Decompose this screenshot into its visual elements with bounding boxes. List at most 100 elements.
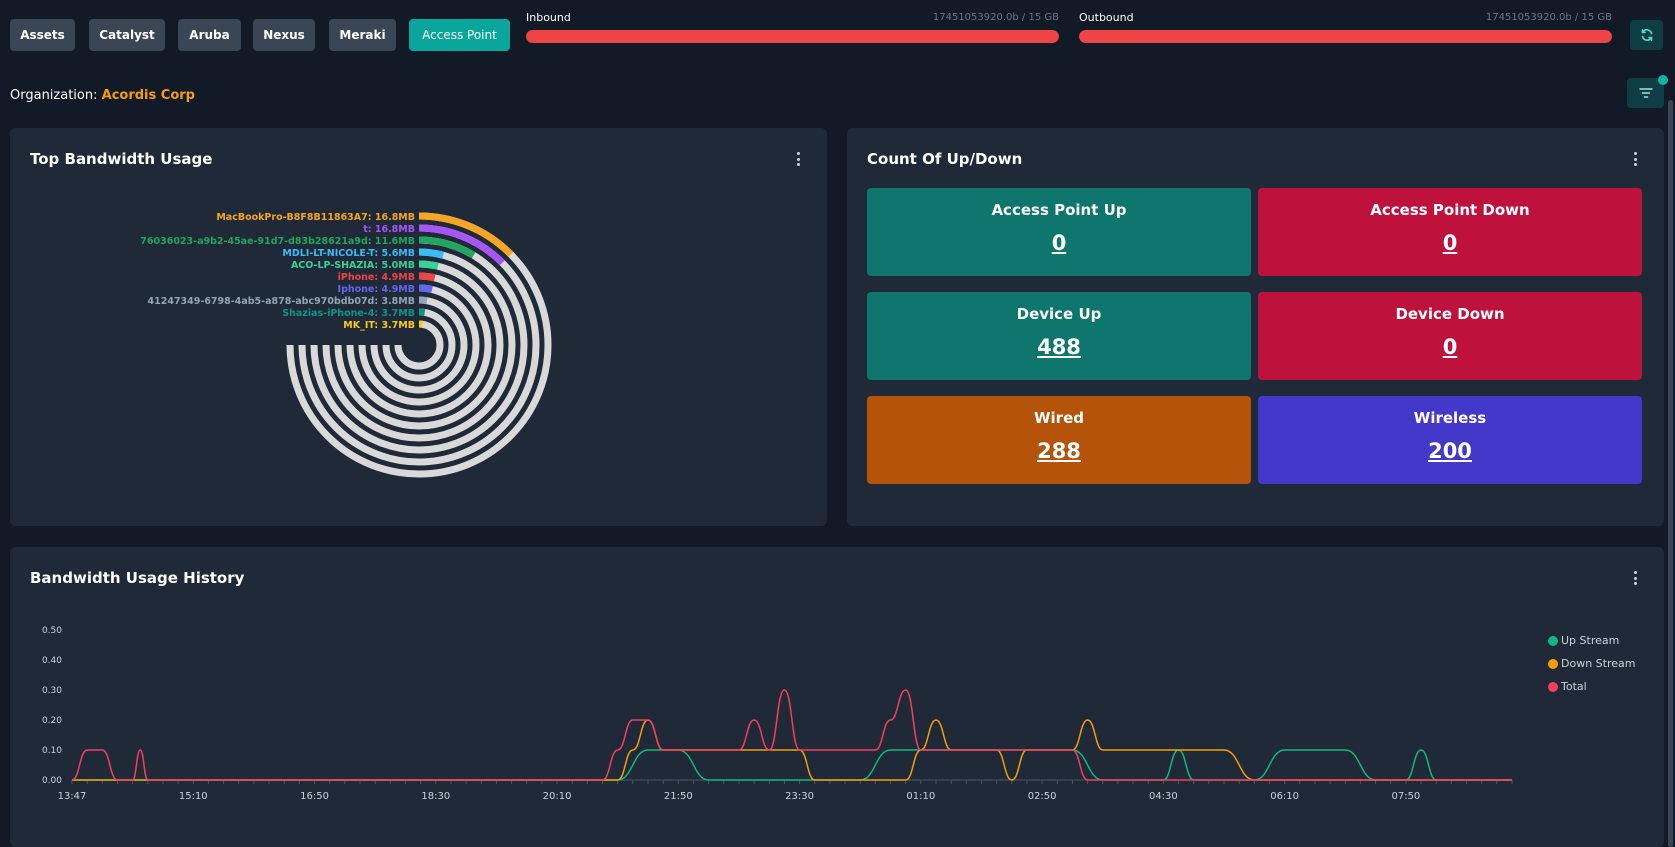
series-line-up-stream [72,749,1512,781]
organization-label: Organization: [10,88,98,103]
y-tick-label: 0.00 [42,776,62,786]
radial-bar[interactable] [418,260,439,270]
radial-bar-label: Shazias-iPhone-4: 3.7MB [282,308,415,319]
radial-track [334,260,504,430]
radial-bar[interactable] [418,212,514,257]
organization: Organization: Acordis Corp [10,88,195,103]
updown-card: Count Of Up/Down Access Point Up 0 Access … [847,128,1664,526]
radial-bar-label: MK_IT: 3.7MB [343,320,415,331]
radial-bar[interactable] [418,236,476,259]
tab-aruba[interactable]: Aruba [178,19,241,51]
legend-label: Down Stream [1561,657,1636,670]
tile-wired: Wired 288 [867,396,1251,484]
tab-nexus[interactable]: Nexus [253,19,315,51]
inbound-value: 17451053920.0b / 15 GB [932,12,1059,23]
tile-access-point-up: Access Point Up 0 [867,188,1251,276]
tile-device-down: Device Down 0 [1258,292,1642,380]
organization-name: Acordis Corp [101,88,195,103]
radial-bar[interactable] [418,224,505,266]
radial-bar[interactable] [418,284,433,293]
inbound-label: Inbound [526,11,571,24]
legend-swatch [1548,681,1558,692]
tile-access-point-down: Access Point Down 0 [1258,188,1642,276]
tile-count-link[interactable]: 200 [1428,439,1472,463]
radial-track [358,284,480,406]
x-tick-label: 07:50 [1391,791,1420,802]
series-line-down-stream [72,719,1512,781]
legend-swatch [1548,658,1558,669]
history-chart: 0.00 0.10 0.20 0.30 0.40 0.50 13:47 15:10 16:50 1… [42,626,1513,802]
radial-track [370,296,468,394]
radial-track [310,236,528,454]
history-title: Bandwidth Usage History [30,569,245,587]
legend-label: Up Stream [1561,634,1620,647]
top-bar: Assets Catalyst Aruba Nexus Meraki Access Poi… [0,0,1675,70]
tile-wireless: Wireless 200 [1258,396,1642,484]
radial-bar-label: iPhone: 4.9MB [338,272,415,283]
legend-item-total[interactable]: Total [1548,680,1587,693]
outbound-label: Outbound [1079,11,1134,24]
radial-bar[interactable] [418,296,428,305]
legend-swatch [1548,635,1558,646]
tile-count-link[interactable]: 0 [1442,335,1458,359]
tab-access-point[interactable]: Access Point [409,19,510,51]
radial-track [394,320,444,370]
history-menu-button[interactable] [1630,569,1640,587]
radial-bar[interactable] [418,248,445,259]
outbound-fill [1079,30,1612,43]
y-tick-label: 0.10 [42,746,62,756]
x-tick-label: 21:50 [664,791,693,802]
refresh-icon [1641,29,1652,41]
tile-label: Device Down [1395,305,1505,323]
refresh-button[interactable] [1630,20,1663,50]
x-tick-label: 01:10 [906,791,935,802]
tile-count-link[interactable]: 0 [1051,231,1067,255]
tile-count-link[interactable]: 288 [1037,439,1081,463]
y-tick-label: 0.40 [42,656,62,666]
tab-catalyst[interactable]: Catalyst [89,19,165,51]
tab-meraki[interactable]: Meraki [329,19,396,51]
radial-track [346,272,492,418]
filter-button[interactable] [1627,75,1668,108]
legend-item-up-stream[interactable]: Up Stream [1548,634,1619,647]
filter-indicator [1658,75,1668,85]
x-tick-label: 04:30 [1149,791,1178,802]
radial-bar[interactable] [418,308,426,316]
x-tick-label: 13:47 [58,791,87,802]
radial-bar-label: 76036023-a9b2-45ae-91d7-d83b28621a9d: 11… [140,236,415,247]
y-tick-label: 0.20 [42,716,62,726]
tile-label: Access Point Up [991,201,1127,219]
tile-label: Wired [1034,409,1084,427]
top-bandwidth-title: Top Bandwidth Usage [30,150,213,168]
tile-count-link[interactable]: 0 [1442,231,1458,255]
y-tick-label: 0.50 [42,626,62,636]
outbound-track [1079,30,1612,43]
radial-bar[interactable] [418,272,436,282]
x-tick-label: 15:10 [179,791,208,802]
radial-bar-label: MDLI-LT-NICOLE-T: 5.6MB [282,248,415,259]
history-card: Bandwidth Usage History 0.00 0.10 0.20 0.30… [10,547,1664,847]
tile-count-link[interactable]: 488 [1037,335,1081,359]
radial-bar-label: Iphone: 4.9MB [338,284,415,295]
legend-item-down-stream[interactable]: Down Stream [1548,657,1635,670]
x-tick-label: 20:10 [543,791,572,802]
tab-assets[interactable]: Assets [10,19,75,51]
inbound-track [526,30,1059,43]
updown-menu-button[interactable] [1630,150,1640,168]
inbound-fill [526,30,1059,43]
tile-device-up: Device Up 488 [867,292,1251,380]
updown-title: Count Of Up/Down [867,150,1023,168]
filter-icon [1638,88,1653,98]
x-tick-label: 02:50 [1028,791,1057,802]
top-bandwidth-menu-button[interactable] [793,150,803,168]
outbound-value: 17451053920.0b / 15 GB [1485,12,1612,23]
legend-label: Total [1561,680,1587,693]
series-line-total [71,689,1512,781]
tile-label: Wireless [1413,409,1487,427]
x-tick-label: 18:30 [421,791,450,802]
radial-bar-label: t: 16.8MB [363,224,415,235]
page-scrollbar[interactable] [1668,100,1673,847]
radial-bar-label: 41247349-6798-4ab5-a878-abc970bdb07d: 3.… [148,296,416,307]
tile-label: Access Point Down [1370,201,1530,219]
